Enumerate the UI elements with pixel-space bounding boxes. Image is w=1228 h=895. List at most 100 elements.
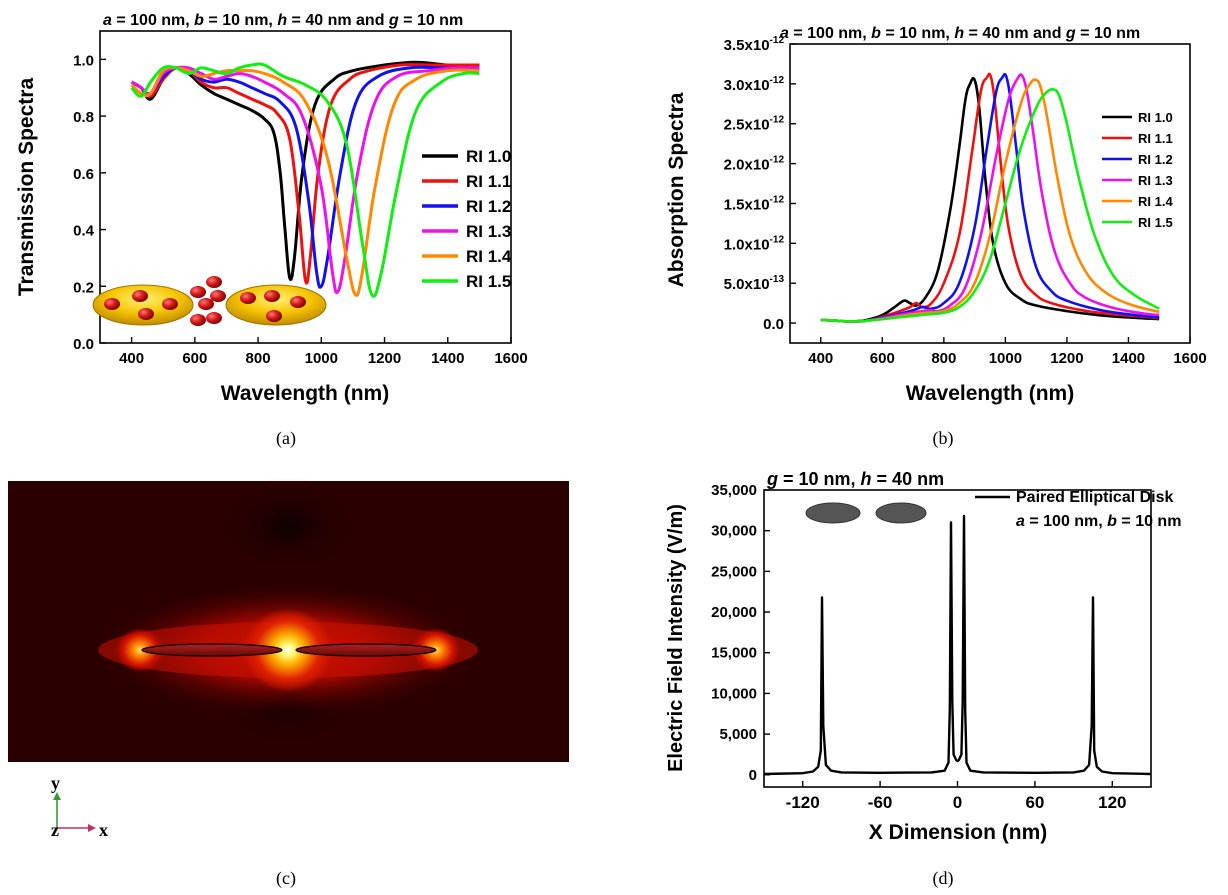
panel-a-legend-item-0: RI 1.0 [466, 147, 511, 166]
panel-d-ytick-6: 30,000 [711, 523, 757, 540]
panel-b-ytick-4: 2.0x10-12 [724, 155, 785, 174]
panel-b-absorption-chart: a = 100 nm, b = 10 nm, h = 40 nm and g =… [665, 25, 1207, 405]
panel-label-a: (a) [276, 428, 296, 449]
panel-b-series-line-0 [820, 76, 1160, 323]
panel-b-xtick-2: 800 [931, 350, 956, 367]
field-hotspot-gap [243, 608, 333, 692]
panel-b-legend-item-4: RI 1.4 [1138, 194, 1173, 209]
panel-a-ticks: 400 600 800 1000 1200 1400 1600 0.0 0.2 0.4 0.6 0.8… [73, 52, 528, 367]
panel-a-ytick-0: 0.0 [73, 336, 94, 353]
panel-c-field-map: y z x [8, 478, 569, 840]
panel-a-header: a = 100 nm, b = 10 nm, h = 40 nm and g =… [103, 12, 463, 29]
panel-b-series-line-5 [820, 88, 1160, 323]
panel-d-ytick-2: 10,000 [711, 685, 757, 702]
panel-d-annotation: a = 100 nm, b = 10 nm [1016, 513, 1181, 530]
panel-b-legend-item-0: RI 1.0 [1138, 110, 1173, 125]
panel-b-xlabel: Wavelength (nm) [906, 382, 1074, 405]
panel-a-xtick-6: 1600 [494, 350, 527, 367]
panel-a-legend: RI 1.0 RI 1.1 RI 1.2 RI 1.3 RI 1.4 RI 1.5 [422, 147, 512, 291]
panel-b-ytick-6: 3.0x10-12 [724, 75, 785, 94]
panel-b-legend-item-1: RI 1.1 [1138, 131, 1173, 146]
panel-d-ytick-4: 20,000 [711, 604, 757, 621]
panel-d-ytick-1: 5,000 [719, 726, 757, 743]
right-elliptical-disk [295, 643, 437, 657]
field-hotspot-left-tip [116, 628, 164, 672]
panel-a-ytick-1: 0.2 [73, 279, 94, 296]
panel-a-ylabel: Transmission Spectra [15, 78, 38, 297]
panel-d-ticks: -120 -60 0 60 120 0 5,000 10,000 15,000 20,000 25,… [711, 482, 1126, 812]
panel-b-series-line-1 [820, 72, 1160, 323]
panel-d-series [763, 514, 1152, 776]
y-axis-label: y [51, 773, 60, 793]
disk-icon-left [805, 502, 861, 524]
panel-a-ytick-4: 0.8 [73, 109, 94, 126]
panel-d-xlabel: X Dimension (nm) [869, 821, 1048, 844]
panel-a-xtick-0: 400 [119, 350, 144, 367]
panel-a-legend-item-1: RI 1.1 [466, 172, 511, 191]
panel-b-legend-item-3: RI 1.3 [1138, 173, 1173, 188]
panel-b-ytick-1: 5.0x10-13 [724, 274, 785, 293]
panel-d-ytick-5: 25,000 [711, 563, 757, 580]
coordinate-axes: y z x [51, 773, 108, 840]
panel-label-b: (b) [933, 428, 954, 449]
panel-b-series [820, 72, 1160, 323]
panel-b-xtick-6: 1600 [1173, 350, 1206, 367]
panel-d-xtick-1: -60 [868, 793, 893, 812]
panel-b-ytick-3: 1.5x10-12 [724, 194, 785, 213]
panel-a-xtick-1: 600 [182, 350, 207, 367]
panel-b-series-line-3 [820, 73, 1160, 323]
panel-a-legend-item-5: RI 1.5 [466, 272, 511, 291]
panel-a-xtick-3: 1000 [305, 350, 338, 367]
panel-b-legend-item-2: RI 1.2 [1138, 152, 1173, 167]
panel-b-xtick-4: 1200 [1050, 350, 1083, 367]
panel-b-xtick-3: 1000 [989, 350, 1022, 367]
panel-a-series [130, 60, 480, 298]
panel-d-xtick-4: 120 [1098, 793, 1126, 812]
panel-b-ytick-2: 1.0x10-12 [724, 234, 785, 253]
panel-d-ytick-3: 15,000 [711, 645, 757, 662]
z-axis-label: z [51, 820, 59, 840]
left-elliptical-disk [141, 643, 283, 657]
panel-a-legend-item-2: RI 1.2 [466, 197, 511, 216]
panel-d-header: g = 10 nm, h = 40 nm [766, 469, 944, 489]
panel-b-xtick-1: 600 [870, 350, 895, 367]
panel-a-transmission-chart: a = 100 nm, b = 10 nm, h = 40 nm and g =… [15, 12, 528, 405]
panel-b-ylabel: Absorption Spectra [665, 92, 688, 287]
panel-a-legend-item-4: RI 1.4 [466, 247, 512, 266]
panel-label-c: (c) [276, 868, 296, 889]
panel-b-xtick-0: 400 [808, 350, 833, 367]
panel-a-xtick-4: 1200 [368, 350, 401, 367]
panel-b-ytick-7: 3.5x10-12 [724, 35, 785, 54]
panel-a-xtick-2: 800 [246, 350, 271, 367]
x-axis-label: x [99, 820, 108, 840]
panel-b-ytick-5: 2.5x10-12 [724, 115, 785, 134]
panel-d-xtick-3: 60 [1025, 793, 1044, 812]
panel-b-legend-item-5: RI 1.5 [1138, 215, 1173, 230]
disk-icon-right [875, 502, 927, 524]
panel-d-ylabel: Electric Field Intensity (V/m) [665, 504, 687, 772]
panel-b-xtick-5: 1400 [1112, 350, 1145, 367]
panel-a-ytick-5: 1.0 [73, 52, 94, 69]
panel-b-ytick-0: 0.0 [763, 316, 784, 333]
panel-d-legend: Paired Elliptical Disk [975, 489, 1174, 506]
panel-d-series-line-0 [763, 514, 1152, 776]
panel-b-legend: RI 1.0 RI 1.1 RI 1.2 RI 1.3 RI 1.4 RI 1.5 [1102, 110, 1173, 230]
panel-d-legend-label: Paired Elliptical Disk [1016, 489, 1174, 506]
panel-d-ytick-7: 35,000 [711, 482, 757, 499]
panel-d-field-profile-chart: g = 10 nm, h = 40 nm -120 -60 0 60 120 0 5,000… [665, 469, 1181, 844]
panel-b-series-line-2 [820, 72, 1160, 323]
panel-a-xlabel: Wavelength (nm) [221, 382, 389, 405]
panel-a-legend-item-3: RI 1.3 [466, 222, 511, 241]
panel-a-nanodisk-illustration [92, 276, 327, 326]
panel-a-ytick-3: 0.6 [73, 166, 94, 183]
panel-label-d: (d) [933, 868, 954, 889]
panel-a-series-line-5 [130, 62, 480, 298]
panel-d-xtick-2: 0 [953, 793, 962, 812]
panel-a-ytick-2: 0.4 [73, 223, 95, 240]
panel-a-xtick-5: 1400 [431, 350, 464, 367]
panel-b-ticks: 400 600 800 1000 1200 1400 1600 0.0 5.0x10-13 1.0… [724, 35, 1207, 367]
panel-d-ytick-0: 0 [749, 767, 757, 784]
panel-d-xtick-0: -120 [786, 793, 820, 812]
panel-b-header: a = 100 nm, b = 10 nm, h = 40 nm and g =… [780, 25, 1140, 42]
